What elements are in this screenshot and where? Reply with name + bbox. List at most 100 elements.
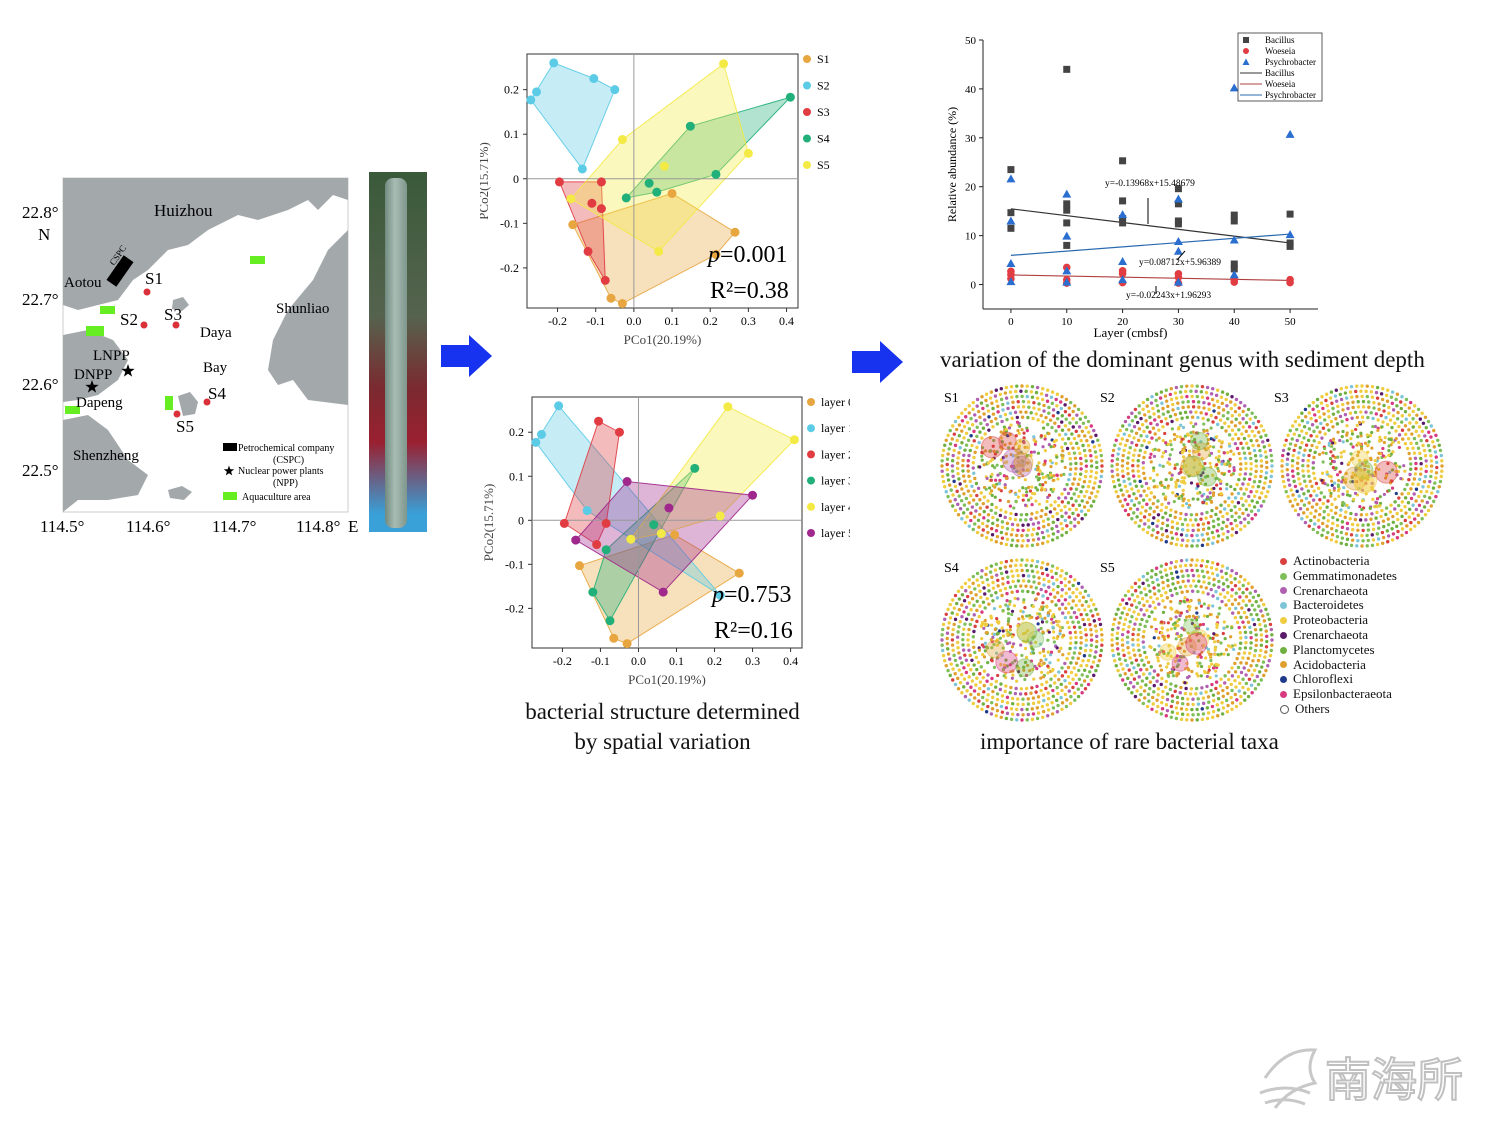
arrow-right-icon [441,335,492,377]
network-node [1152,636,1156,640]
network-node [1315,502,1319,506]
network-node [995,534,1000,539]
network-node [972,429,976,434]
network-node [1189,431,1193,435]
network-node [1233,403,1237,407]
data-point-square [1063,200,1071,208]
network-node [1412,436,1417,441]
network-node [1069,661,1073,665]
network-node [1080,691,1084,695]
network-node [1178,658,1182,663]
network-node [1032,450,1036,454]
network-node [1386,534,1391,538]
network-node [980,458,984,462]
network-node [971,701,975,706]
network-node [957,451,961,455]
data-point [596,204,606,214]
network-node [1093,655,1097,659]
network-node [1377,407,1381,412]
network-node [1023,631,1028,635]
network-node [1254,633,1258,637]
network-node [1036,695,1041,699]
network-node [1360,475,1364,479]
network-node [1029,390,1034,394]
network-node [1291,474,1295,478]
network-node [956,630,960,634]
network-node [1114,490,1118,494]
network-node [1050,390,1055,394]
network-node [1040,605,1044,609]
legend-label: layer 50 [821,526,850,540]
network-node [1233,598,1238,602]
network-node [1152,586,1156,590]
network-node [1213,648,1217,652]
network-node [1300,517,1304,521]
network-node [1068,421,1072,425]
network-node [1069,701,1073,706]
network-node [980,636,984,641]
network-node [1009,685,1013,690]
network-node [1110,643,1114,647]
network-node [1165,692,1170,696]
network-node [961,648,966,652]
network-node [1196,702,1201,706]
network-node [1350,395,1354,399]
network-node [1020,589,1025,593]
network-node [1361,405,1366,409]
plot-frame [531,396,803,649]
network-node [1059,695,1063,700]
network-node [978,512,982,517]
network-node [1312,439,1316,443]
network-node [950,458,955,463]
lat-unit: N [38,225,50,244]
network-node [963,653,967,657]
network-node [1029,517,1033,521]
network-node [1003,515,1007,520]
network-node [1058,625,1062,629]
network-node [1071,583,1075,588]
network-node [1002,474,1006,478]
network-node [968,448,972,453]
network-node [948,673,952,678]
network-node [1252,505,1257,509]
network-node [1150,569,1154,573]
network-node [1210,704,1215,709]
network-node [1268,448,1273,453]
network-node [1141,672,1146,676]
network-label: S5 [1100,561,1115,576]
network-node [1434,455,1438,459]
network-node [1089,424,1093,428]
network-node [967,601,972,605]
network-node [1131,463,1135,468]
network-node [1151,406,1155,411]
network-node [1351,400,1355,404]
network-node [1326,530,1330,535]
network-node [1354,389,1358,394]
network-node [1177,617,1181,622]
network-node [1043,488,1047,492]
map-label-shunliao: Shunliao [276,301,329,317]
network-node [1294,427,1299,432]
network-node [1152,509,1156,514]
network-node [1168,566,1173,571]
network-node [1127,651,1131,655]
network-node [1219,503,1223,507]
network-node [1111,653,1116,658]
network-node [1324,451,1328,455]
network-node [967,427,972,431]
network-node [1085,489,1089,494]
x-tick-label: 20 [1117,316,1129,328]
network-node [1252,679,1257,683]
network-node [1429,424,1433,428]
network-node [1039,413,1043,418]
network-node [1139,685,1143,689]
legend-label: layer 20 [821,447,850,461]
network-node [1060,428,1065,432]
network-node [1254,464,1259,468]
network-node [1424,464,1429,468]
network-node [985,476,989,481]
network-node [1147,440,1151,445]
network-node [1037,581,1041,586]
network-node [1116,478,1121,482]
network-node [1079,612,1083,617]
